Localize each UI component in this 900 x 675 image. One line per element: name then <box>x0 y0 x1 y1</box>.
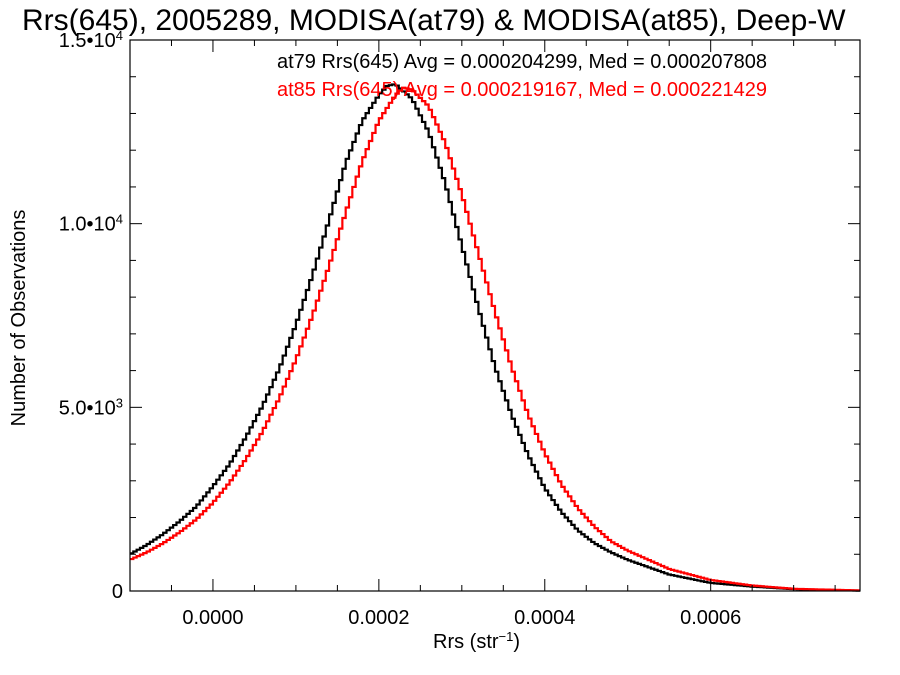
y-tick-label: 1.0•104 <box>59 211 123 236</box>
chart-title: Rrs(645), 2005289, MODISA(at79) & MODISA… <box>22 4 846 37</box>
y-tick-label: 0 <box>112 581 123 603</box>
legend-entry-at85: at85 Rrs(645) Avg = 0.000219167, Med = 0… <box>277 79 767 101</box>
y-axis-label: Number of Observations <box>8 210 30 427</box>
plot-frame <box>129 39 861 592</box>
y-tick-label: 1.5•104 <box>59 28 123 53</box>
x-tick-label: 0.0000 <box>182 607 243 629</box>
legend-entry-at79: at79 Rrs(645) Avg = 0.000204299, Med = 0… <box>277 51 767 73</box>
x-axis-label: Rrs (str−1) <box>433 629 520 654</box>
x-tick-label: 0.0004 <box>514 607 575 629</box>
x-tick-label: 0.0002 <box>348 607 409 629</box>
x-tick-label: 0.0006 <box>680 607 741 629</box>
y-tick-label: 5.0•103 <box>59 395 123 420</box>
plot-area: 0.0000 0.0002 0.0004 0.0006 0 5.0•103 1.0•104 1… <box>59 28 861 629</box>
histogram-series-0 <box>130 83 860 592</box>
histogram-series-1 <box>130 86 860 592</box>
